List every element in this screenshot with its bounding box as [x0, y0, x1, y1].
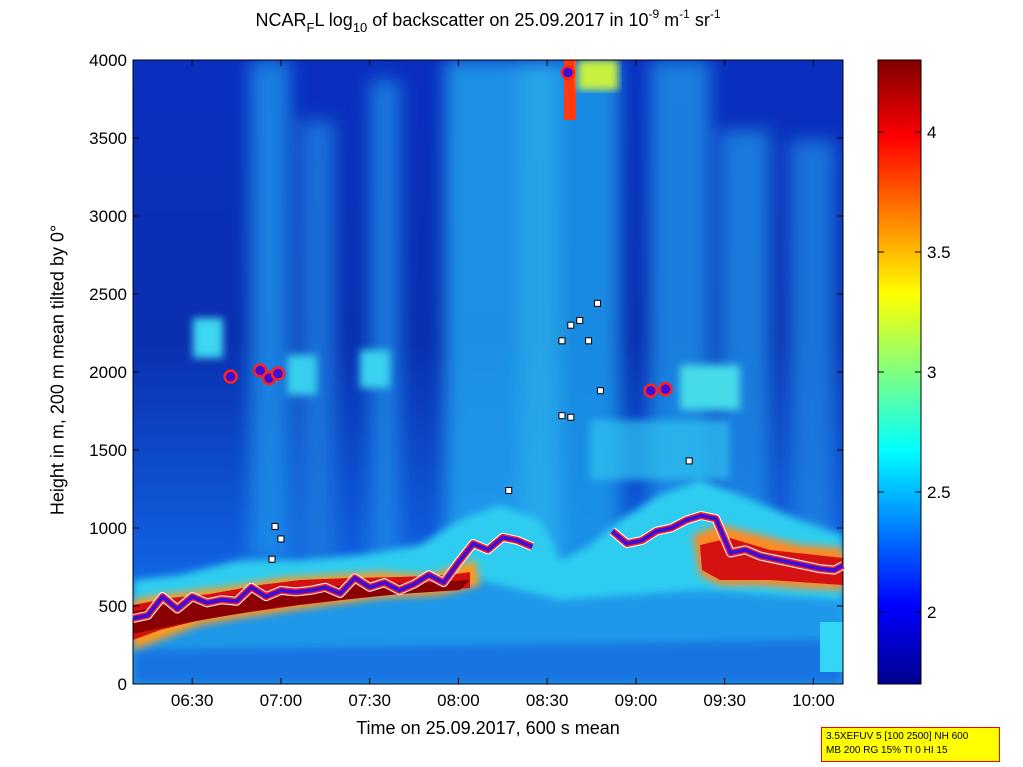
cloud-base-mark — [596, 387, 604, 395]
x-tick-label: 09:00 — [615, 691, 658, 710]
cloud-base-mark — [558, 337, 566, 345]
y-tick-label: 1500 — [89, 441, 127, 460]
layer-mark-point — [252, 363, 268, 378]
cloud-base-mark — [567, 321, 575, 329]
y-tick-label: 3500 — [89, 129, 127, 148]
cloud-base-mark — [271, 522, 279, 530]
cloud-base-mark — [558, 412, 566, 420]
y-tick-label: 2000 — [89, 363, 127, 382]
colorbar-tick-label: 3.5 — [927, 243, 951, 262]
chart-title: NCARFL log10 of backscatter on 25.09.201… — [255, 7, 721, 35]
boundary-layer-line-late — [610, 513, 844, 573]
layer-mark-point — [643, 383, 658, 398]
layer-mark-point — [223, 369, 238, 384]
colorbar — [878, 60, 921, 684]
y-tick-label: 1000 — [89, 519, 127, 538]
colorbar-tick-label: 2.5 — [927, 483, 951, 502]
cloud-base-mark — [505, 487, 513, 495]
layer-mark-point — [270, 366, 286, 381]
heatmap-field — [133, 60, 843, 684]
cloud-base-mark — [268, 555, 276, 563]
colorbar-tick-label: 4 — [927, 123, 936, 142]
y-tick-label: 4000 — [89, 51, 127, 70]
info-line-1: 3.5XEFUV 5 [100 2500] NH 600 — [826, 731, 969, 742]
x-tick-label: 07:00 — [260, 691, 303, 710]
x-tick-label: 09:30 — [703, 691, 746, 710]
y-tick-label: 500 — [99, 597, 127, 616]
cloud-base-mark — [576, 317, 584, 325]
layer-mark-point — [658, 381, 673, 397]
cloud-base-mark — [593, 299, 601, 307]
x-tick-label: 06:30 — [171, 691, 214, 710]
y-tick-label: 2500 — [89, 285, 127, 304]
cloud-base-mark — [685, 457, 693, 465]
x-tick-label: 08:30 — [526, 691, 569, 710]
x-tick-label: 10:00 — [792, 691, 835, 710]
x-tick-label: 08:00 — [437, 691, 480, 710]
y-tick-label: 3000 — [89, 207, 127, 226]
boundary-layer-line — [132, 535, 534, 621]
colorbar-tick-label: 2 — [927, 603, 936, 622]
axis-ticks: 06:30 07:00 07:30 08:00 08:30 09:00 09:30 10:00… — [89, 51, 843, 710]
x-tick-label: 07:30 — [348, 691, 391, 710]
chart-marks — [132, 65, 846, 623]
colorbar-tick-label: 3 — [927, 363, 936, 382]
colorbar-ticks: 2 2.5 3 3.5 4 — [878, 123, 951, 622]
x-axis-label: Time on 25.09.2017, 600 s mean — [356, 718, 620, 738]
cloud-base-mark — [277, 535, 285, 543]
layer-mark-point — [560, 65, 576, 80]
y-axis-label: Height in m, 200 m mean tilted by 0° — [47, 224, 68, 516]
cloud-base-mark — [585, 337, 593, 345]
processing-info-box: 3.5XEFUV 5 [100 2500] NH 600 MB 200 RG 1… — [821, 727, 1000, 762]
y-tick-label: 0 — [118, 675, 127, 694]
info-line-2: MB 200 RG 15% TI 0 HI 15 — [826, 745, 948, 756]
cloud-base-mark — [567, 413, 575, 421]
